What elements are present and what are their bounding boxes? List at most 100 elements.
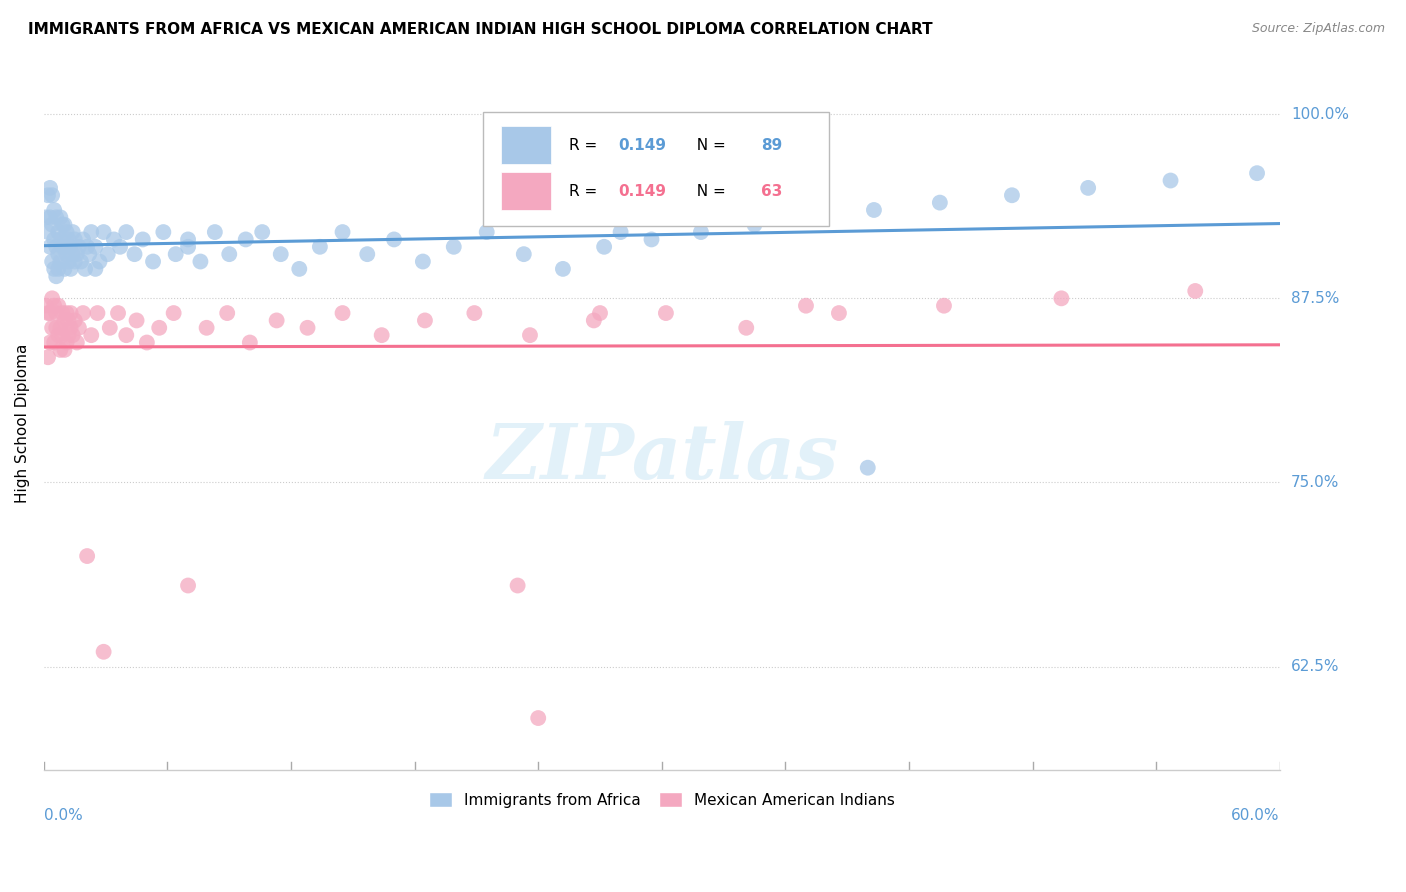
- Point: [506, 578, 529, 592]
- Text: 0.0%: 0.0%: [44, 808, 83, 823]
- Point: [39, 240, 62, 254]
- Point: [551, 261, 574, 276]
- Point: [41, 254, 63, 268]
- Point: [593, 240, 616, 254]
- Point: [856, 460, 879, 475]
- Point: [204, 225, 226, 239]
- Point: [382, 232, 405, 246]
- Point: [49, 211, 72, 225]
- Text: 100.0%: 100.0%: [1291, 107, 1348, 121]
- Text: 0.149: 0.149: [619, 184, 666, 199]
- Point: [51, 240, 73, 254]
- Point: [609, 225, 631, 239]
- Text: R =: R =: [569, 137, 602, 153]
- Point: [107, 306, 129, 320]
- Point: [45, 211, 67, 225]
- Point: [44, 202, 66, 217]
- Point: [124, 247, 146, 261]
- Point: [66, 247, 89, 261]
- Point: [35, 299, 58, 313]
- Point: [218, 247, 240, 261]
- Point: [51, 328, 73, 343]
- Point: [115, 328, 138, 343]
- Point: [41, 188, 63, 202]
- Point: [58, 328, 80, 343]
- Point: [39, 306, 62, 320]
- Point: [55, 335, 77, 350]
- Point: [53, 313, 76, 327]
- Point: [58, 232, 80, 246]
- Point: [1077, 181, 1099, 195]
- Point: [309, 240, 332, 254]
- Point: [288, 261, 311, 276]
- Point: [70, 254, 93, 268]
- Point: [932, 299, 955, 313]
- Point: [51, 218, 73, 232]
- Point: [37, 350, 59, 364]
- Point: [84, 261, 107, 276]
- Text: N =: N =: [686, 137, 730, 153]
- Point: [413, 313, 436, 327]
- Point: [62, 328, 84, 343]
- Point: [142, 254, 165, 268]
- Point: [58, 313, 80, 327]
- Text: 87.5%: 87.5%: [1291, 291, 1339, 306]
- Point: [55, 306, 77, 320]
- Point: [125, 313, 148, 327]
- Point: [93, 225, 115, 239]
- Point: [44, 232, 66, 246]
- Point: [332, 225, 354, 239]
- Point: [72, 232, 94, 246]
- Point: [475, 225, 498, 239]
- Point: [97, 247, 120, 261]
- Legend: Immigrants from Africa, Mexican American Indians: Immigrants from Africa, Mexican American…: [423, 786, 901, 814]
- Point: [270, 247, 292, 261]
- Point: [801, 211, 824, 225]
- Point: [163, 306, 186, 320]
- Point: [640, 232, 662, 246]
- Text: 62.5%: 62.5%: [1291, 659, 1340, 674]
- Point: [1184, 284, 1206, 298]
- Text: R =: R =: [569, 184, 602, 199]
- Point: [44, 299, 66, 313]
- Point: [46, 261, 69, 276]
- Point: [108, 240, 131, 254]
- Point: [51, 306, 73, 320]
- Point: [177, 578, 200, 592]
- Point: [217, 306, 239, 320]
- Point: [527, 711, 550, 725]
- Point: [370, 328, 392, 343]
- Point: [89, 254, 111, 268]
- Point: [132, 232, 155, 246]
- Bar: [501, 126, 551, 164]
- Point: [863, 202, 886, 217]
- Point: [41, 320, 63, 334]
- Point: [443, 240, 465, 254]
- Point: [63, 254, 86, 268]
- Point: [332, 306, 354, 320]
- Point: [44, 335, 66, 350]
- Point: [177, 232, 200, 246]
- Point: [1050, 291, 1073, 305]
- Point: [66, 335, 89, 350]
- Point: [135, 335, 157, 350]
- Point: [513, 247, 536, 261]
- Point: [582, 313, 605, 327]
- Point: [235, 232, 257, 246]
- Point: [76, 240, 98, 254]
- Point: [45, 320, 67, 334]
- Point: [59, 306, 82, 320]
- Point: [1246, 166, 1268, 180]
- Point: [45, 306, 67, 320]
- Point: [1001, 188, 1024, 202]
- Point: [589, 306, 612, 320]
- Point: [49, 232, 72, 246]
- Text: ZIPatlas: ZIPatlas: [485, 421, 838, 495]
- Point: [148, 320, 170, 334]
- Point: [37, 306, 59, 320]
- Point: [80, 328, 103, 343]
- Point: [190, 254, 212, 268]
- Point: [519, 328, 541, 343]
- Point: [55, 247, 77, 261]
- Point: [297, 320, 319, 334]
